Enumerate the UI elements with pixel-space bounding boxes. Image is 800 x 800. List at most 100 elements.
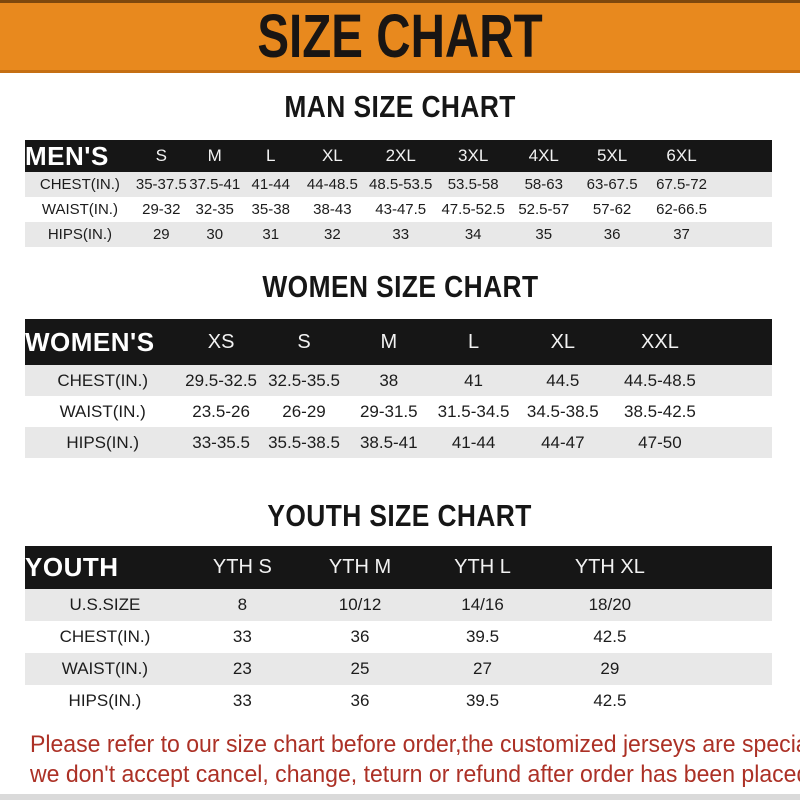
size-value-cell: 27 bbox=[473, 659, 492, 678]
women-row-chest-in: CHEST(IN.) 29.5-32.5 32.5-35.5 38 41 44.5 44.5… bbox=[25, 365, 772, 396]
title-banner: SIZE CHART bbox=[0, 0, 800, 73]
men-section-title: MAN SIZE CHART bbox=[0, 89, 800, 125]
size-value-cell: 42.5 bbox=[593, 691, 627, 710]
size-value-cell: 37.5-41 bbox=[189, 176, 241, 193]
size-column-header: L bbox=[266, 146, 276, 165]
size-value-cell: 39.5 bbox=[465, 691, 500, 710]
note-line-1: Please refer to our size chart before or… bbox=[30, 731, 800, 758]
size-value-cell: 35-37.5 bbox=[135, 176, 187, 193]
size-value-cell: 47.5-52.5 bbox=[441, 201, 505, 218]
size-value-cell: 38.5-42.5 bbox=[624, 401, 696, 421]
measurement-label: CHEST(IN.) bbox=[57, 370, 149, 390]
size-value-cell: 23.5-26 bbox=[192, 401, 250, 421]
size-value-cell: 41-44 bbox=[251, 176, 290, 193]
spacer-cell bbox=[710, 396, 772, 427]
size-column-header: 2XL bbox=[385, 146, 416, 165]
note-line-2: we don't accept cancel, change, teturn o… bbox=[30, 761, 800, 788]
youth-row-chest-in: CHEST(IN.) 33 36 39.5 42.5 bbox=[25, 621, 772, 653]
men-size-section: MAN SIZE CHART MEN'S S M L XL 2XL 3XL 4XL 5XL 6XL… bbox=[0, 89, 800, 247]
size-value-cell: 35 bbox=[535, 226, 553, 243]
size-column-header: 6XL bbox=[666, 146, 697, 165]
size-value-cell: 48.5-53.5 bbox=[369, 176, 433, 193]
size-value-cell: 57-62 bbox=[592, 201, 632, 218]
youth-row-waist-in: WAIST(IN.) 23 25 27 29 bbox=[25, 653, 772, 685]
size-value-cell: 36 bbox=[603, 226, 621, 243]
size-value-cell: 33 bbox=[232, 691, 252, 710]
size-value-cell: 34 bbox=[464, 226, 482, 243]
size-column-header: S bbox=[297, 330, 311, 353]
size-value-cell: 8 bbox=[237, 595, 248, 614]
size-value-cell: 44-48.5 bbox=[306, 176, 358, 193]
women-section-title-text: WOMEN SIZE CHART bbox=[261, 269, 539, 304]
size-column-header: YTH M bbox=[328, 556, 392, 578]
size-value-cell: 33-35.5 bbox=[192, 432, 250, 452]
men-size-table: MEN'S S M L XL 2XL 3XL 4XL 5XL 6XL CHEST(IN.) 35-37… bbox=[25, 140, 772, 247]
measurement-label: WAIST(IN.) bbox=[41, 201, 118, 218]
size-value-cell: 30 bbox=[206, 226, 224, 243]
size-column-header: L bbox=[468, 330, 480, 353]
spacer-cell bbox=[675, 621, 772, 653]
measurement-label: HIPS(IN.) bbox=[66, 432, 140, 452]
size-value-cell: 31.5-34.5 bbox=[437, 401, 510, 421]
size-value-cell: 23 bbox=[232, 659, 252, 678]
spacer-cell bbox=[675, 685, 772, 717]
spacer-cell bbox=[717, 140, 772, 172]
page-title: SIZE CHART bbox=[257, 2, 543, 71]
size-column-header: 3XL bbox=[458, 146, 489, 165]
size-value-cell: 29-32 bbox=[142, 201, 181, 218]
spacer-cell bbox=[717, 172, 772, 197]
size-value-cell: 41-44 bbox=[451, 432, 496, 452]
size-column-header: XL bbox=[321, 146, 343, 165]
measurement-label: WAIST(IN.) bbox=[61, 659, 149, 678]
size-value-cell: 33 bbox=[232, 627, 252, 646]
size-value-cell: 25 bbox=[350, 659, 370, 678]
size-value-cell: 35-38 bbox=[251, 201, 290, 218]
size-value-cell: 29 bbox=[600, 659, 620, 678]
bottom-edge-strip bbox=[0, 794, 800, 800]
size-value-cell: 38 bbox=[379, 370, 399, 390]
size-value-cell: 58-63 bbox=[524, 176, 563, 193]
size-column-header: S bbox=[155, 146, 167, 165]
size-value-cell: 44-47 bbox=[541, 432, 585, 452]
size-column-header: 4XL bbox=[528, 146, 559, 165]
size-value-cell: 67.5-72 bbox=[656, 176, 707, 193]
spacer-cell bbox=[710, 427, 772, 458]
women-section-title: WOMEN SIZE CHART bbox=[0, 269, 800, 305]
size-value-cell: 14/16 bbox=[461, 595, 504, 614]
size-value-cell: 38-43 bbox=[313, 201, 352, 218]
size-value-cell: 18/20 bbox=[588, 595, 632, 614]
size-value-cell: 10/12 bbox=[338, 595, 382, 614]
measurement-label: HIPS(IN.) bbox=[68, 691, 142, 710]
youth-section-title: YOUTH SIZE CHART bbox=[0, 498, 800, 534]
size-value-cell: 36 bbox=[350, 691, 370, 710]
size-value-cell: 52.5-57 bbox=[518, 201, 570, 218]
youth-size-section: YOUTH SIZE CHART YOUTH YTH S YTH M YTH L YTH… bbox=[0, 498, 800, 717]
spacer-cell bbox=[675, 653, 772, 685]
women-row-hips-in: HIPS(IN.) 33-35.5 35.5-38.5 38.5-41 41-44 44-… bbox=[25, 427, 772, 458]
size-value-cell: 44.5 bbox=[546, 370, 580, 390]
size-value-cell: 62-66.5 bbox=[656, 201, 707, 218]
measurement-label: WAIST(IN.) bbox=[59, 401, 146, 421]
size-column-header: XS bbox=[207, 330, 235, 353]
measurement-label: U.S.SIZE bbox=[69, 595, 141, 614]
size-column-header: YTH XL bbox=[574, 556, 645, 578]
spacer-cell bbox=[717, 197, 772, 222]
spacer-cell bbox=[717, 222, 772, 247]
size-value-cell: 39.5 bbox=[465, 627, 500, 646]
spacer-cell bbox=[675, 589, 772, 621]
size-value-cell: 32.5-35.5 bbox=[268, 370, 340, 390]
youth-row-hips-in: HIPS(IN.) 33 36 39.5 42.5 bbox=[25, 685, 772, 717]
men-row-hips-in: HIPS(IN.) 29 30 31 32 33 34 35 36 37 bbox=[25, 222, 772, 247]
spacer-cell bbox=[710, 365, 772, 396]
size-column-header: XL bbox=[550, 330, 576, 353]
men-table-title: MEN'S bbox=[25, 140, 109, 171]
size-value-cell: 33 bbox=[392, 226, 410, 243]
size-value-cell: 43-47.5 bbox=[375, 201, 427, 218]
measurement-label: HIPS(IN.) bbox=[47, 226, 112, 243]
size-column-header: YTH S bbox=[212, 556, 272, 578]
women-size-table: WOMEN'S XS S M L XL XXL CHEST(IN.) 29.5-32.5 32.5… bbox=[25, 319, 772, 458]
measurement-label: CHEST(IN.) bbox=[39, 176, 120, 193]
size-value-cell: 29-31.5 bbox=[359, 401, 418, 421]
youth-size-table: YOUTH YTH S YTH M YTH L YTH XL U.S.SIZE 8 10/12… bbox=[25, 546, 772, 717]
